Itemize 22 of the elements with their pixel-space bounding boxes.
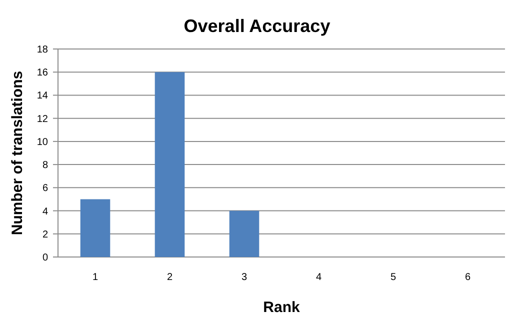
y-tick-label: 18 xyxy=(36,44,48,56)
x-tick-label: 4 xyxy=(316,272,322,283)
bar xyxy=(154,72,185,257)
y-tick-label: 6 xyxy=(42,183,48,194)
x-tick-label: 6 xyxy=(464,272,471,283)
y-tick-label: 8 xyxy=(42,160,48,172)
y-tick-label: 14 xyxy=(36,90,48,102)
y-tick-label: 2 xyxy=(42,229,48,240)
y-axis-title: Number of translations xyxy=(9,70,26,236)
y-tick-label: 4 xyxy=(42,206,48,218)
y-tick-label: 16 xyxy=(36,68,48,79)
x-tick-label: 2 xyxy=(166,272,173,283)
chart-title: Overall Accuracy xyxy=(184,16,330,36)
y-tick-label: 0 xyxy=(42,252,48,264)
x-tick-label: 5 xyxy=(390,272,396,283)
x-axis-title: Rank xyxy=(263,299,300,316)
y-tick-label: 12 xyxy=(36,114,48,125)
y-tick-label: 10 xyxy=(36,136,48,148)
bar xyxy=(229,210,260,257)
x-tick-label: 1 xyxy=(92,272,98,283)
bar xyxy=(80,199,110,257)
x-tick-label: 3 xyxy=(241,272,248,283)
